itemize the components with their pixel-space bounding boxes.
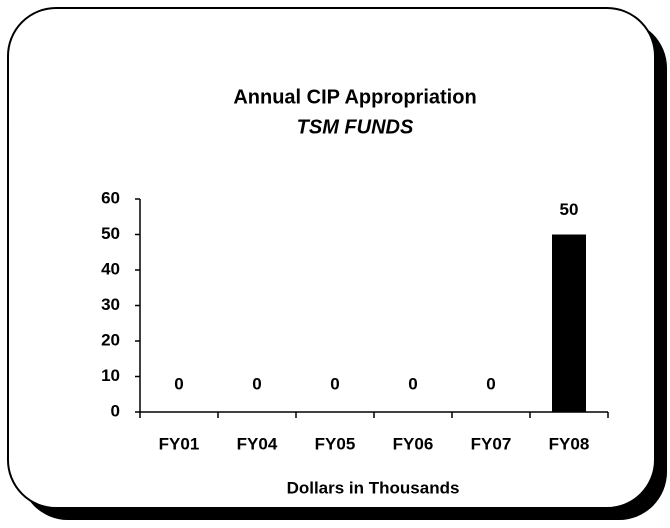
x-tick-label: FY01 (159, 434, 200, 453)
y-tick-label: 20 (101, 330, 120, 349)
chart-subtitle: TSM FUNDS (297, 116, 414, 138)
data-label: 0 (408, 374, 417, 393)
y-tick-label: 50 (101, 224, 120, 243)
data-label: 0 (174, 374, 183, 393)
y-tick-label: 30 (101, 295, 120, 314)
x-tick-label: FY05 (315, 434, 356, 453)
x-tick-label: FY04 (237, 434, 278, 453)
bar (552, 234, 586, 412)
data-label: 50 (560, 200, 579, 219)
chart-title: Annual CIP Appropriation (233, 86, 476, 108)
data-label: 0 (330, 374, 339, 393)
frame (7, 7, 656, 509)
x-tick-label: FY06 (393, 434, 434, 453)
y-tick-label: 10 (101, 366, 120, 385)
data-label: 0 (252, 374, 261, 393)
y-tick-label: 0 (111, 401, 120, 420)
y-tick-label: 60 (101, 188, 120, 207)
x-tick-label: FY07 (471, 434, 512, 453)
y-tick-label: 40 (101, 259, 120, 278)
data-label: 0 (486, 374, 495, 393)
x-axis-label: Dollars in Thousands (287, 478, 460, 497)
x-tick-label: FY08 (549, 434, 590, 453)
